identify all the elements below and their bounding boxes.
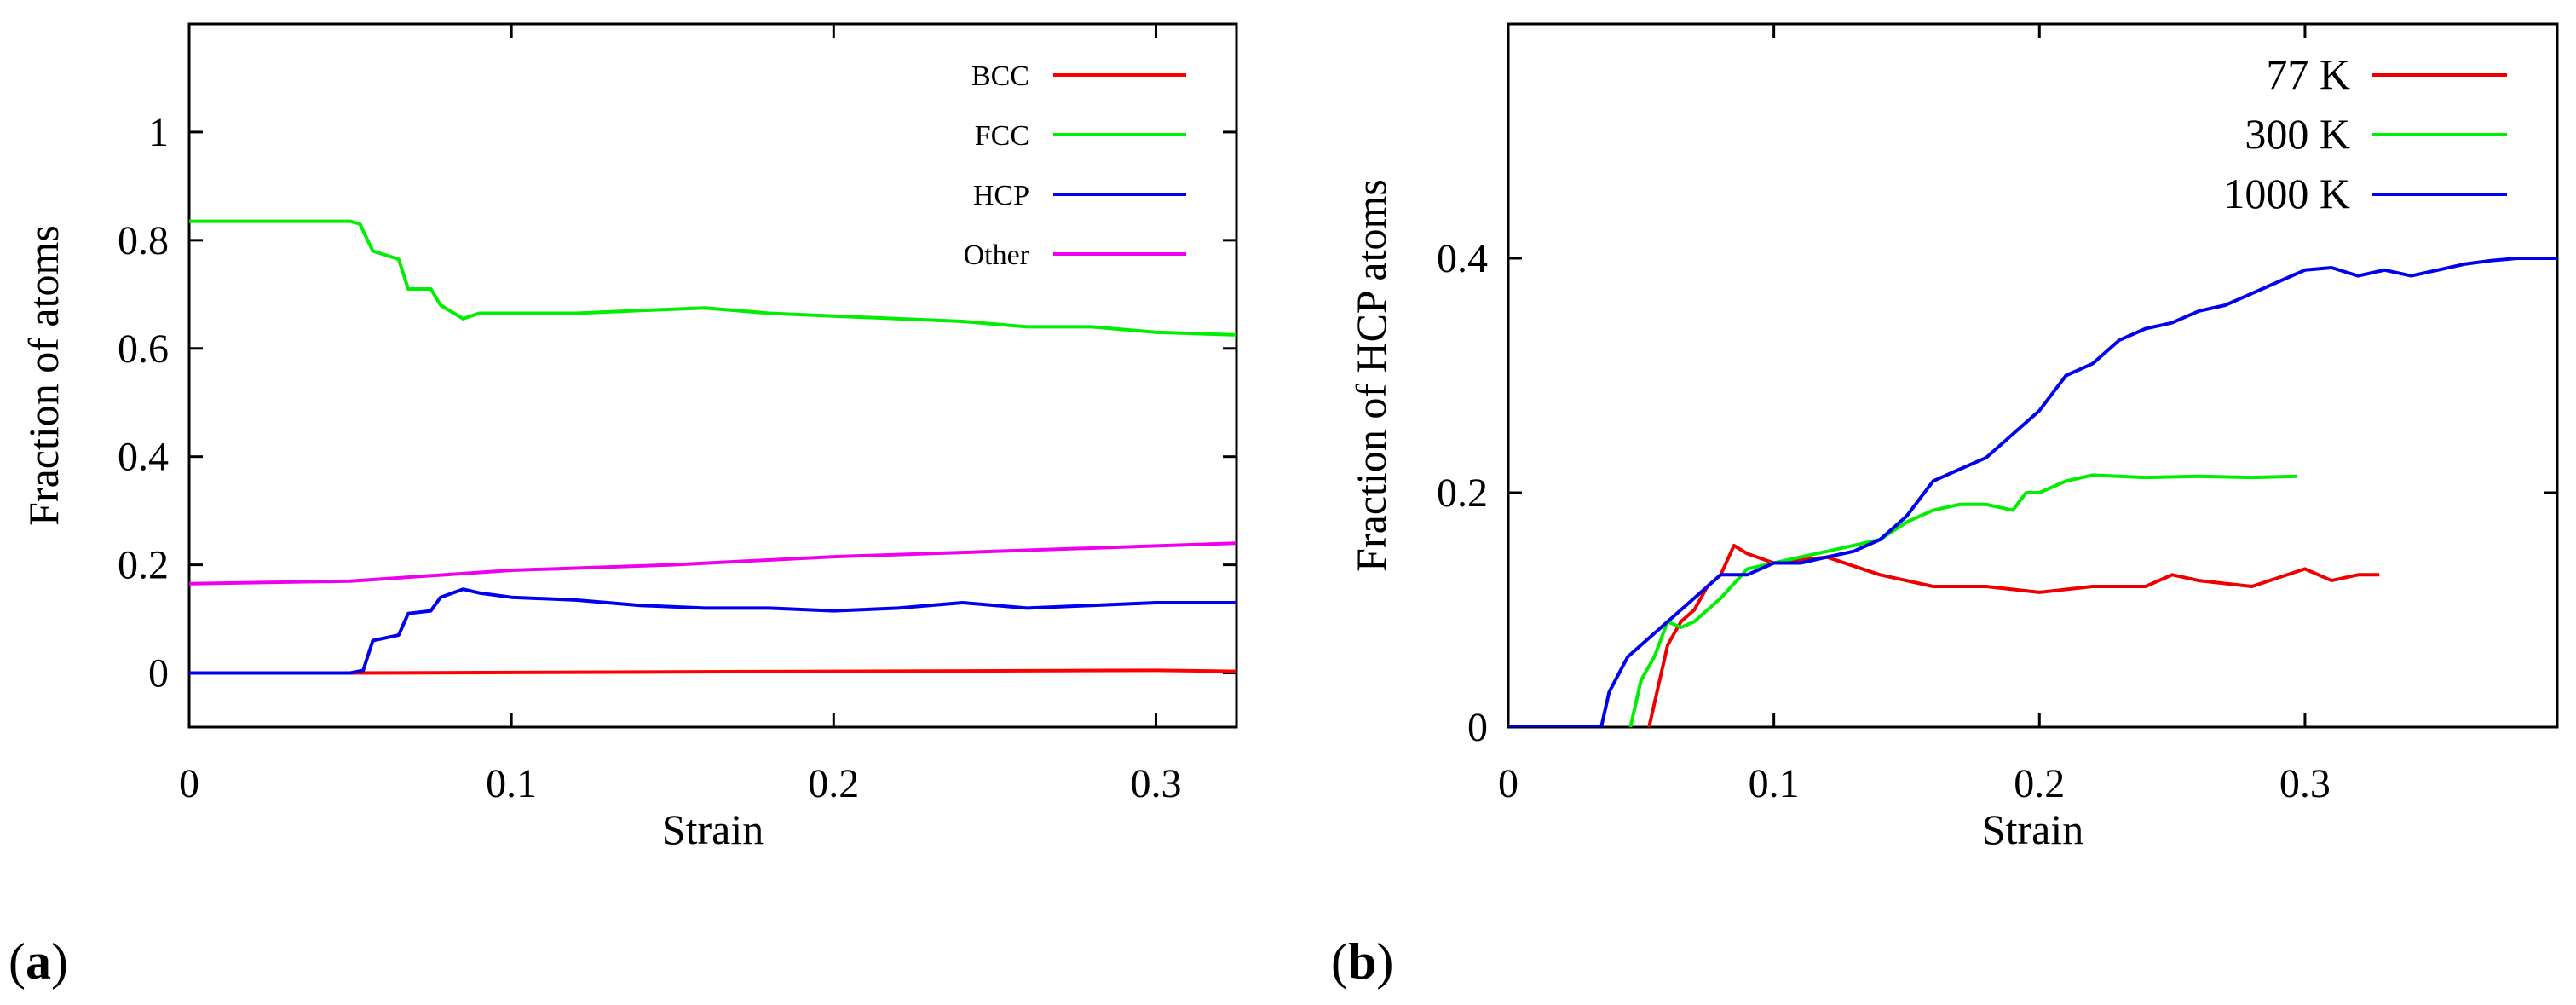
- series-line-77-k: [1647, 543, 2380, 727]
- series-line-other: [189, 541, 1236, 586]
- x-tick-label: 0.2: [808, 761, 859, 806]
- legend-label: 77 K: [2266, 50, 2350, 98]
- y-tick-label: 0.2: [118, 543, 169, 588]
- legend-label: Other: [964, 240, 1030, 271]
- y-tick-label: 0.4: [1437, 236, 1488, 281]
- y-tick-label: 0.8: [118, 218, 169, 263]
- y-axis-label: Fraction of HCP atoms: [1347, 179, 1395, 572]
- panel-b: 0 0.1 0.2 0.3 0 0.2 0.4 77 K 300 K 1000 K Strain Fr…: [1331, 22, 2559, 990]
- panel-a: 0 0.1 0.2 0.3 0 0.2 0.4 0.6 0.8 1 BCC FCC HCP Other St…: [9, 22, 1238, 990]
- series-line-hcp: [189, 587, 1236, 675]
- x-tick-label: 0.3: [1130, 761, 1181, 806]
- y-tick-label: 0: [1467, 705, 1488, 750]
- y-axis-label: Fraction of atoms: [20, 225, 67, 526]
- y-tick-label: 1: [148, 110, 169, 155]
- x-tick-label: 0.1: [1749, 761, 1800, 806]
- legend-label: 300 K: [2245, 110, 2350, 158]
- series-line-fcc: [189, 219, 1236, 337]
- legend-label: 1000 K: [2223, 170, 2350, 217]
- x-tick-label: 0: [1498, 761, 1519, 806]
- x-tick-label: 0.2: [2014, 761, 2065, 806]
- x-axis-label: Strain: [662, 806, 764, 853]
- plot-frame: [187, 22, 1238, 729]
- x-tick-label: 0.3: [2279, 761, 2331, 806]
- series-line-1000-k: [1508, 257, 2557, 727]
- y-tick-label: 0.4: [118, 435, 169, 480]
- panel-label: (b): [1331, 933, 1393, 990]
- y-tick-label: 0.2: [1437, 471, 1488, 516]
- x-tick-label: 0.1: [486, 761, 537, 806]
- legend-label: HCP: [973, 180, 1029, 211]
- y-tick-label: 0.6: [118, 326, 169, 372]
- y-tick-label: 0: [148, 651, 169, 696]
- x-tick-label: 0: [179, 761, 199, 806]
- series-line-300-k: [1628, 473, 2297, 727]
- plot-frame: [1507, 22, 2559, 729]
- panel-label: (a): [9, 933, 68, 990]
- legend-label: FCC: [975, 120, 1029, 152]
- series-line-bcc: [189, 668, 1236, 675]
- legend-label: BCC: [971, 61, 1029, 92]
- x-axis-label: Strain: [1982, 806, 2083, 853]
